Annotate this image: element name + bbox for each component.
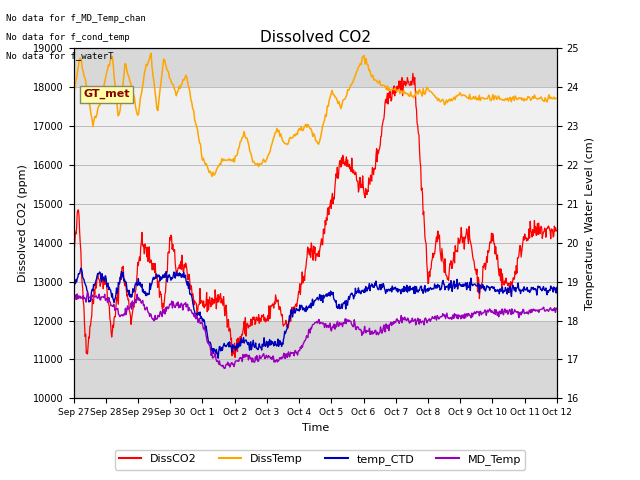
Text: GT_met: GT_met — [83, 89, 130, 99]
Text: No data for f_waterT: No data for f_waterT — [6, 51, 114, 60]
X-axis label: Time: Time — [301, 423, 329, 432]
Title: Dissolved CO2: Dissolved CO2 — [260, 30, 371, 46]
Text: No data for f_cond_temp: No data for f_cond_temp — [6, 33, 130, 42]
Legend: DissCO2, DissTemp, temp_CTD, MD_Temp: DissCO2, DissTemp, temp_CTD, MD_Temp — [115, 450, 525, 469]
Y-axis label: Temperature, Water Level (cm): Temperature, Water Level (cm) — [584, 137, 595, 310]
Bar — [74, 87, 557, 321]
Y-axis label: Dissolved CO2 (ppm): Dissolved CO2 (ppm) — [17, 164, 28, 282]
Text: No data for f_MD_Temp_chan: No data for f_MD_Temp_chan — [6, 14, 146, 24]
